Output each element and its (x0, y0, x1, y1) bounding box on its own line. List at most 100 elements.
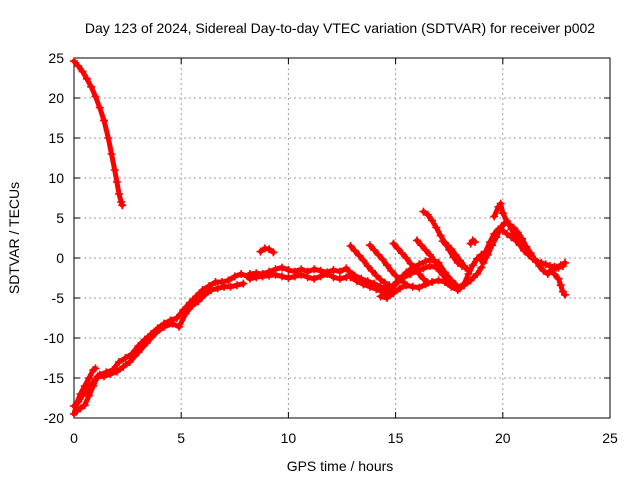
data-point (560, 290, 569, 299)
data-point (496, 199, 505, 208)
data-point (74, 62, 83, 70)
data-point (365, 282, 374, 291)
data-point (237, 270, 246, 278)
data-point (269, 248, 278, 257)
data-point (85, 374, 94, 382)
data-point (265, 245, 274, 254)
data-point (134, 348, 143, 357)
data-point (447, 245, 456, 254)
data-point (423, 210, 432, 219)
data-point (419, 264, 428, 273)
data-point (346, 273, 355, 282)
data-points (70, 57, 569, 418)
data-point (460, 262, 469, 270)
data-point (380, 278, 389, 287)
series-tail-22 (545, 266, 569, 299)
data-point (350, 246, 359, 255)
data-point (451, 250, 460, 259)
data-point (82, 74, 91, 83)
data-point (451, 281, 460, 290)
data-point (89, 382, 98, 390)
data-point (520, 246, 529, 254)
data-point (432, 223, 441, 232)
data-point (470, 238, 479, 246)
data-point (395, 284, 404, 293)
data-point (395, 275, 404, 284)
data-point (438, 267, 447, 276)
data-point (121, 354, 130, 362)
axis-ticks: 0 5 10 15 20 25 -20 -15 -10 -5 0 5 10 15 20 25 (44, 50, 618, 446)
data-point (142, 338, 151, 347)
data-point (535, 262, 544, 270)
data-point (316, 272, 325, 281)
data-point (85, 391, 94, 400)
data-point (224, 276, 233, 285)
data-point (277, 263, 286, 272)
data-point (455, 256, 464, 265)
data-point (213, 284, 222, 293)
data-point (322, 270, 331, 278)
data-point (445, 274, 454, 283)
data-point (359, 280, 368, 289)
data-point (419, 274, 428, 283)
data-point (370, 246, 379, 254)
data-point (417, 241, 426, 250)
data-point (552, 263, 561, 272)
y-tick-label: -20 (44, 410, 64, 426)
data-point (70, 57, 78, 66)
data-point (245, 274, 254, 283)
data-point (389, 289, 398, 298)
data-point (368, 266, 377, 275)
data-point (239, 279, 248, 288)
series-arc-14 (365, 241, 409, 287)
data-point (406, 259, 415, 268)
data-point (488, 241, 497, 250)
data-point (464, 270, 473, 278)
data-point (430, 256, 439, 265)
x-tick-label: 0 (70, 430, 78, 446)
data-point (541, 260, 550, 269)
data-point (550, 270, 559, 278)
y-tick-label: 5 (56, 210, 64, 226)
data-point (226, 282, 235, 291)
data-point (515, 239, 524, 248)
data-point (207, 286, 216, 294)
data-point (554, 274, 563, 283)
data-point (492, 233, 501, 242)
data-point (483, 250, 492, 259)
data-point (443, 241, 452, 250)
data-point (490, 212, 499, 221)
data-point (378, 255, 387, 264)
data-point (310, 274, 319, 283)
data-point (73, 398, 82, 406)
data-point (473, 270, 482, 278)
data-point (284, 266, 293, 274)
chart-title: Day 123 of 2024, Sidereal Day-to-day VTE… (85, 20, 595, 36)
series-middle-band-b (245, 270, 357, 283)
data-point (87, 82, 96, 91)
x-axis-label: GPS time / hours (287, 458, 394, 474)
data-point (200, 290, 209, 299)
data-point (119, 362, 128, 371)
series-arc-15 (389, 239, 432, 287)
data-point (303, 273, 312, 282)
data-point (419, 207, 428, 216)
x-tick-label: 15 (388, 430, 404, 446)
series-trace (247, 265, 349, 277)
data-point (355, 251, 364, 260)
data-point (479, 258, 488, 267)
series-rising-trend-b (72, 279, 248, 416)
data-point (556, 281, 565, 290)
data-point (393, 244, 402, 253)
data-point (477, 263, 486, 272)
data-point (78, 67, 87, 76)
data-point (100, 116, 109, 125)
y-axis-label: SDTVAR / TECUs (6, 182, 22, 294)
data-point (359, 256, 368, 265)
data-point (329, 273, 338, 282)
data-point (503, 230, 512, 238)
data-point (112, 367, 121, 376)
data-point (172, 314, 181, 322)
data-point (353, 277, 362, 286)
data-point (496, 223, 505, 232)
